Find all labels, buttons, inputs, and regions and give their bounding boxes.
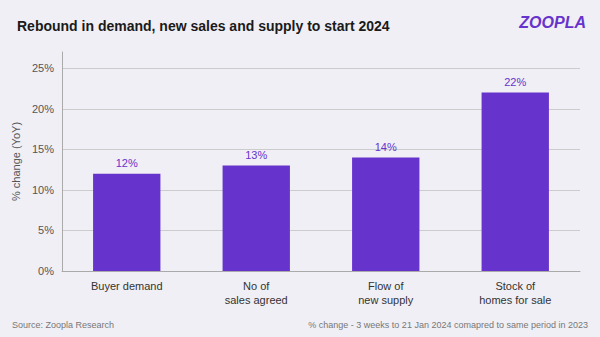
svg-text:% change (YoY): % change (YoY) [10, 122, 22, 201]
svg-text:15%: 15% [32, 143, 54, 155]
svg-text:Buyer demand: Buyer demand [91, 280, 163, 292]
svg-text:Stock of: Stock of [495, 280, 536, 292]
svg-text:22%: 22% [504, 76, 526, 88]
svg-text:Rebound in demand, new sales a: Rebound in demand, new sales and supply … [17, 18, 390, 34]
svg-text:No of: No of [243, 280, 270, 292]
svg-text:sales agreed: sales agreed [225, 294, 288, 306]
svg-text:25%: 25% [32, 62, 54, 74]
svg-text:12%: 12% [116, 157, 138, 169]
svg-text:ZOOPLA: ZOOPLA [518, 14, 586, 31]
svg-text:14%: 14% [375, 141, 397, 153]
svg-text:13%: 13% [245, 149, 267, 161]
svg-text:% change - 3 weeks to 21 Jan 2: % change - 3 weeks to 21 Jan 2024 comapr… [308, 320, 588, 330]
svg-text:0%: 0% [38, 265, 54, 277]
svg-text:Flow of: Flow of [368, 280, 404, 292]
svg-text:5%: 5% [38, 224, 54, 236]
svg-text:10%: 10% [32, 184, 54, 196]
svg-text:Source: Zoopla Research: Source: Zoopla Research [12, 320, 114, 330]
svg-text:homes for sale: homes for sale [479, 294, 551, 306]
svg-text:new supply: new supply [358, 294, 414, 306]
svg-text:20%: 20% [32, 103, 54, 115]
